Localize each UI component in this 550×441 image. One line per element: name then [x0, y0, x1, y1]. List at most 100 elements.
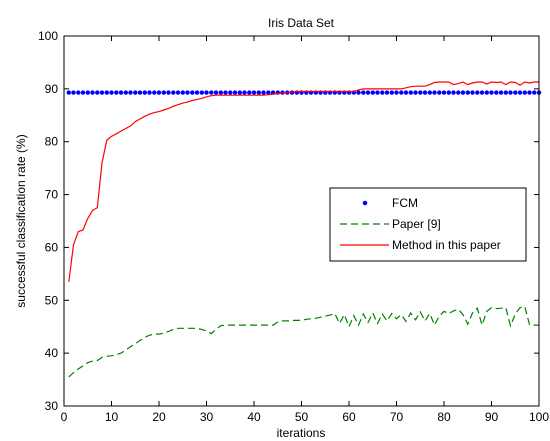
y-tick-label: 100	[38, 29, 58, 43]
series-point-fcm	[223, 90, 227, 94]
series-point-fcm	[470, 90, 474, 94]
legend-label-method: Method in this paper	[392, 238, 501, 252]
series-point-fcm	[504, 90, 508, 94]
x-tick-label: 40	[247, 410, 261, 424]
series-point-fcm	[228, 90, 232, 94]
x-tick-label: 10	[105, 410, 119, 424]
series-point-fcm	[447, 90, 451, 94]
series-point-fcm	[204, 90, 208, 94]
series-point-fcm	[257, 90, 261, 94]
series-point-fcm	[157, 90, 161, 94]
series-point-fcm	[390, 90, 394, 94]
series-point-fcm	[523, 90, 527, 94]
y-tick-label: 40	[45, 346, 59, 360]
series-point-fcm	[176, 90, 180, 94]
series-point-fcm	[128, 90, 132, 94]
series-point-fcm	[380, 90, 384, 94]
series-point-fcm	[195, 90, 199, 94]
y-tick-label: 70	[45, 188, 59, 202]
series-point-fcm	[90, 90, 94, 94]
series-point-fcm	[171, 90, 175, 94]
y-tick-label: 90	[45, 82, 59, 96]
series-point-fcm	[442, 90, 446, 94]
series-point-fcm	[105, 90, 109, 94]
y-tick-label: 60	[45, 240, 59, 254]
legend-label-fcm: FCM	[392, 196, 418, 210]
series-point-fcm	[461, 90, 465, 94]
series-point-fcm	[133, 90, 137, 94]
series-point-fcm	[152, 90, 156, 94]
series-point-fcm	[508, 90, 512, 94]
series-point-fcm	[385, 90, 389, 94]
series-point-fcm	[480, 90, 484, 94]
series-point-fcm	[428, 90, 432, 94]
series-point-fcm	[366, 90, 370, 94]
series-point-fcm	[71, 90, 75, 94]
series-point-fcm	[76, 90, 80, 94]
series-point-fcm	[437, 90, 441, 94]
series-point-fcm	[86, 90, 90, 94]
legend-marker-fcm	[363, 201, 368, 206]
series-point-fcm	[219, 90, 223, 94]
series-point-fcm	[200, 90, 204, 94]
series-point-fcm	[394, 90, 398, 94]
series-point-fcm	[238, 90, 242, 94]
x-tick-label: 30	[200, 410, 214, 424]
x-tick-label: 50	[295, 410, 309, 424]
series-point-fcm	[252, 90, 256, 94]
legend-label-paper9: Paper [9]	[392, 217, 441, 231]
series-point-fcm	[371, 90, 375, 94]
series-point-fcm	[375, 90, 379, 94]
series-point-fcm	[418, 90, 422, 94]
series-point-fcm	[109, 90, 113, 94]
series-point-fcm	[190, 90, 194, 94]
x-tick-label: 0	[61, 410, 68, 424]
series-point-fcm	[119, 90, 123, 94]
series-point-fcm	[413, 90, 417, 94]
series-point-fcm	[485, 90, 489, 94]
series-point-fcm	[404, 90, 408, 94]
x-tick-label: 100	[529, 410, 549, 424]
series-point-fcm	[181, 90, 185, 94]
series-point-fcm	[209, 90, 213, 94]
series-point-fcm	[214, 90, 218, 94]
series-point-fcm	[494, 90, 498, 94]
series-point-fcm	[527, 90, 531, 94]
series-point-fcm	[100, 90, 104, 94]
series-point-fcm	[499, 90, 503, 94]
series-point-fcm	[356, 90, 360, 94]
chart-title: Iris Data Set	[268, 16, 335, 30]
y-tick-label: 30	[45, 399, 59, 413]
series-point-fcm	[138, 90, 142, 94]
series-point-fcm	[532, 90, 536, 94]
series-point-fcm	[166, 90, 170, 94]
series-point-fcm	[124, 90, 128, 94]
y-tick-label: 50	[45, 293, 59, 307]
series-point-fcm	[432, 90, 436, 94]
series-point-fcm	[81, 90, 85, 94]
series-point-fcm	[513, 90, 517, 94]
series-point-fcm	[361, 90, 365, 94]
series-point-fcm	[423, 90, 427, 94]
series-point-fcm	[247, 90, 251, 94]
series-point-fcm	[409, 90, 413, 94]
x-tick-label: 80	[437, 410, 451, 424]
series-point-fcm	[518, 90, 522, 94]
series-point-fcm	[466, 90, 470, 94]
series-point-fcm	[242, 90, 246, 94]
x-tick-label: 20	[152, 410, 166, 424]
series-point-fcm	[261, 90, 265, 94]
series-point-fcm	[475, 90, 479, 94]
series-point-fcm	[185, 90, 189, 94]
y-axis-label: successful classification rate (%)	[14, 134, 28, 307]
series-point-fcm	[451, 90, 455, 94]
legend: FCM Paper [9] Method in this paper	[330, 188, 526, 261]
series-point-fcm	[233, 90, 237, 94]
y-tick-label: 80	[45, 135, 59, 149]
series-point-fcm	[143, 90, 147, 94]
series-point-fcm	[456, 90, 460, 94]
x-tick-label: 90	[485, 410, 499, 424]
series-point-fcm	[95, 90, 99, 94]
x-tick-label: 70	[390, 410, 404, 424]
